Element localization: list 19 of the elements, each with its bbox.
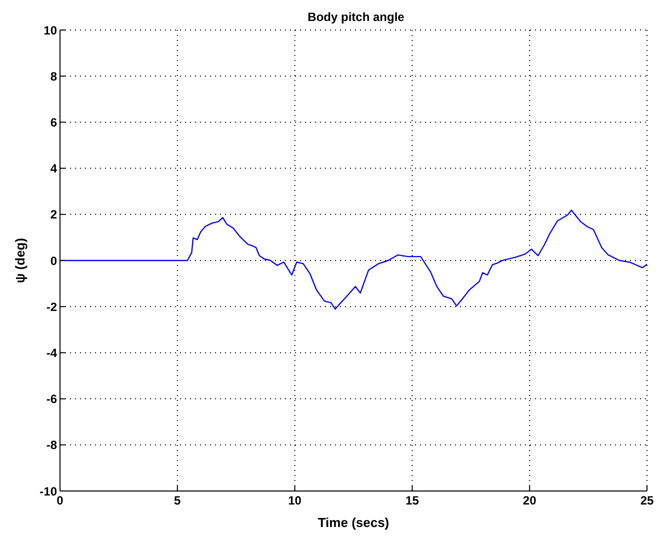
y-tick-label: 2 — [50, 208, 58, 222]
y-tick-label: 8 — [50, 69, 58, 84]
y-tick-label: 0 — [50, 254, 58, 268]
x-tick-label: 5 — [174, 494, 182, 508]
y-tick-label: 10 — [44, 23, 58, 38]
y-tick-label: -2 — [46, 300, 58, 314]
x-axis-title: Time (secs) — [318, 515, 390, 530]
y-tick-label: -4 — [46, 346, 58, 360]
y-tick-label: -10 — [40, 484, 58, 498]
y-tick-label: 6 — [50, 115, 58, 130]
chart-title: Body pitch angle — [306, 10, 406, 24]
x-tick-label: 15 — [406, 494, 420, 508]
x-tick-label: 20 — [522, 494, 537, 508]
y-axis-title: ψ (deg) — [12, 238, 28, 284]
y-tick-label: -6 — [46, 392, 58, 406]
y-tick-label: -8 — [46, 438, 58, 452]
x-tick-label: 25 — [640, 494, 654, 508]
x-tick-label: 10 — [288, 494, 302, 508]
y-tick-label: 4 — [50, 162, 58, 176]
